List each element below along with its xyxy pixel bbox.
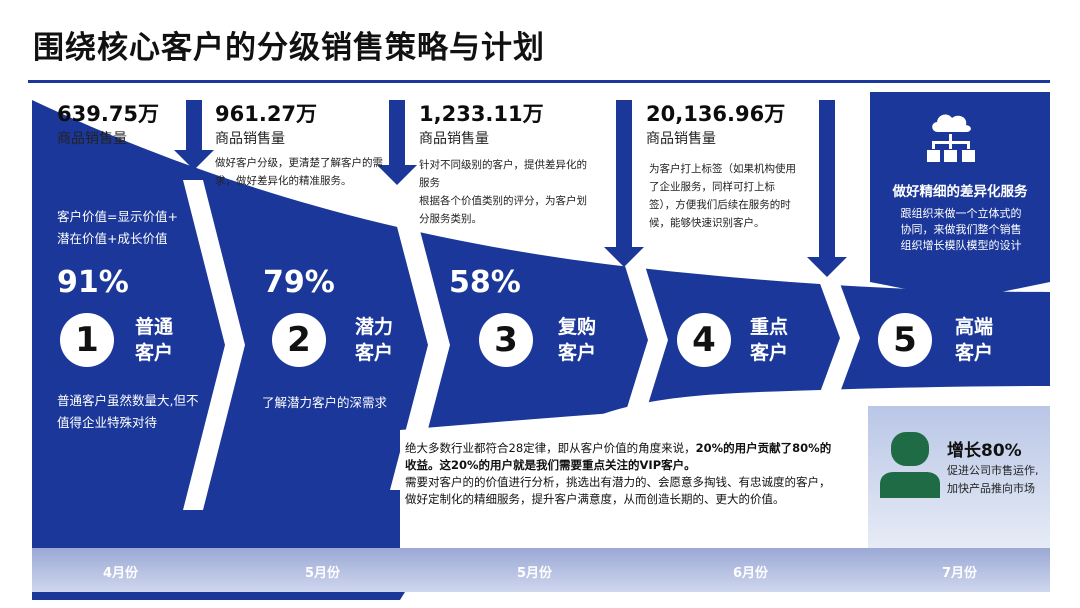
stage2-name-line1: 潜力 <box>355 316 394 338</box>
amount-value: 1,233.11万 <box>419 102 544 126</box>
stage2-name: 潜力 客户 <box>355 314 415 366</box>
bottom-p1-normal: 绝大多数行业都符合28定律，即从客户价值的角度来说， <box>405 441 696 455</box>
stage1-name-line2: 客户 <box>135 342 174 364</box>
down-arrows <box>174 100 847 277</box>
person-icon <box>880 432 940 502</box>
note-tier3-line1: 针对不同级别的客户，提供差异化的服务 <box>419 159 587 189</box>
stage5-name-line2: 客户 <box>955 342 994 364</box>
amount-label: 商品销售量 <box>57 131 127 147</box>
stage2-percent: 79% <box>263 265 335 300</box>
months-band <box>32 548 1050 592</box>
stage2-name-line2: 客户 <box>355 342 394 364</box>
amount-label: 商品销售量 <box>215 131 285 147</box>
month-label: 4月份 <box>103 566 139 581</box>
note-tier3: 针对不同级别的客户，提供差异化的服务 根据各个价值类别的评分，为客户划分服务类别… <box>419 156 587 228</box>
stage5-number: 5 <box>878 313 932 367</box>
stage2-number: 2 <box>272 313 326 367</box>
month-label: 5月份 <box>517 566 553 581</box>
down-arrow-icon <box>174 100 214 170</box>
stage5-name-line1: 高端 <box>955 316 994 338</box>
value-formula-line2: 潜在价值+成长价值 <box>57 231 168 246</box>
stage3-number: 3 <box>479 313 533 367</box>
growth-title: 增长80% <box>947 441 1022 461</box>
amount-label: 商品销售量 <box>646 131 716 147</box>
stage1-number: 1 <box>60 313 114 367</box>
bottom-paragraph-2: 需要对客户的的价值进行分析，挑选出有潜力的、会愿意多掏钱、有忠诚度的客户，做好定… <box>405 475 831 506</box>
stage4-name-line2: 客户 <box>750 342 789 364</box>
amount-block-1: 639.75万 商品销售量 <box>57 98 159 148</box>
amount-block-2: 961.27万 商品销售量 <box>215 98 317 148</box>
down-arrow-icon <box>604 100 644 267</box>
bottom-p1-bold: 20%的用户贡献了80%的收益。这20%的用户就是我们需要重点关注的VIP客户。 <box>405 441 832 472</box>
value-formula: 客户价值=显示价值+ 潜在价值+成长价值 <box>57 206 217 250</box>
bottom-paragraph-1: 绝大多数行业都符合28定律，即从客户价值的角度来说，20%的用户贡献了80%的收… <box>405 440 835 474</box>
org-cloud-icon <box>926 108 976 170</box>
stage5-name: 高端 客户 <box>955 314 1015 366</box>
amount-value: 20,136.96万 <box>646 102 786 126</box>
value-formula-line1: 客户价值=显示价值+ <box>57 209 178 224</box>
amount-block-3: 1,233.11万 商品销售量 <box>419 98 544 148</box>
service-box-desc: 跟组织来做一个立体式的协同，来做我们整个销售组织增长模队模型的设计 <box>900 207 1022 252</box>
stage2-desc: 了解潜力客户的深需求 <box>262 395 388 410</box>
month-label: 5月份 <box>305 566 341 581</box>
stage4-name-line1: 重点 <box>750 316 789 338</box>
stage3-name: 复购 客户 <box>558 314 618 366</box>
stage1-name-line1: 普通 <box>135 316 174 338</box>
stage1-name: 普通 客户 <box>135 314 195 366</box>
down-arrow-icon <box>807 100 847 277</box>
funnel-shape <box>32 100 1050 600</box>
amount-value: 961.27万 <box>215 102 318 126</box>
title-divider <box>28 80 1050 83</box>
stage1-desc: 普通客户虽然数量大,但不值得企业特殊对待 <box>57 393 199 430</box>
down-arrow-icon <box>377 100 417 185</box>
amount-label: 商品销售量 <box>419 131 489 147</box>
amount-value: 639.75万 <box>57 102 160 126</box>
stage1-percent: 91% <box>57 265 129 300</box>
month-label: 6月份 <box>733 566 769 581</box>
service-box <box>870 92 1050 300</box>
page-title: 围绕核心客户的分级销售策略与计划 <box>33 30 545 66</box>
amount-block-4: 20,136.96万 商品销售量 <box>646 98 785 148</box>
stage4-number: 4 <box>677 313 731 367</box>
bottom-paragraph: 绝大多数行业都符合28定律，即从客户价值的角度来说，20%的用户贡献了80%的收… <box>405 440 835 508</box>
stage3-percent: 58% <box>449 265 521 300</box>
month-label: 7月份 <box>942 566 978 581</box>
stage3-name-line2: 客户 <box>558 342 597 364</box>
stage3-name-line1: 复购 <box>558 316 597 338</box>
note-tier4: 为客户打上标签（如果机构使用了企业服务，同样可打上标签），方便我们后续在服务的时… <box>649 163 796 229</box>
growth-desc: 促进公司市售运作,加快产品推向市场 <box>947 464 1039 495</box>
note-tier2: 做好客户分级，更清楚了解客户的需求，做好差异化的精准服务。 <box>215 157 383 187</box>
note-tier3-line2: 根据各个价值类别的评分，为客户划分服务类别。 <box>419 195 587 225</box>
service-box-title: 做好精细的差异化服务 <box>892 184 1028 200</box>
stage4-name: 重点 客户 <box>750 314 810 366</box>
